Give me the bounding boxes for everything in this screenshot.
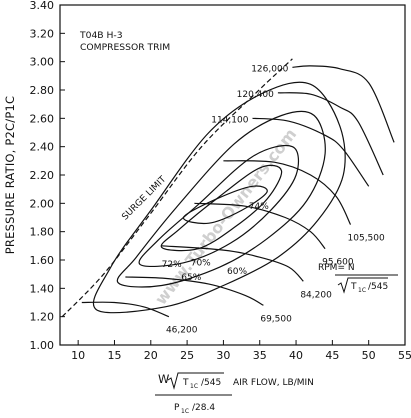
rpm-sqrt-t: T	[350, 282, 357, 292]
x-formula-t-div: /545	[201, 378, 221, 388]
chart-subtitle: COMPRESSOR TRIM	[80, 42, 170, 53]
speed-line-label: 114,100	[211, 115, 248, 125]
y-tick-label: 2.80	[30, 84, 55, 97]
efficiency-island	[116, 110, 326, 288]
speed-line	[223, 160, 352, 225]
speed-line	[194, 202, 326, 250]
plot-frame	[59, 4, 406, 346]
y-tick-label: 3.40	[30, 0, 55, 12]
speed-line-label: 84,200	[300, 290, 332, 300]
x-tick-label: 10	[71, 349, 85, 362]
y-tick-label: 1.60	[30, 254, 55, 267]
x-axis-title: AIR FLOW, LB/MIN	[233, 378, 314, 388]
rpm-formula: RPM= N T 1C /545	[318, 263, 398, 294]
efficiency-island	[160, 164, 283, 252]
x-axis: 10 15 20 25 30 35 40 45 50 55	[71, 340, 411, 362]
x-tick-label: 50	[362, 349, 376, 362]
speed-line	[161, 245, 304, 282]
y-tick-label: 1.20	[30, 311, 55, 324]
rpm-sqrt-sign	[337, 277, 388, 294]
y-tick-label: 1.00	[30, 339, 55, 352]
efficiency-island	[92, 81, 346, 314]
efficiency-island	[138, 144, 300, 268]
efficiency-label: 65%	[181, 273, 201, 283]
efficiency-islands: 74%72% 70%65%60%	[92, 81, 346, 314]
speed-line-label: 46,200	[166, 326, 198, 336]
y-axis: 1.00 1.20 1.40 1.60 1.80 2.00 2.20 2.40 2.60 2.80…	[30, 0, 65, 352]
speed-line	[125, 276, 264, 306]
x-axis-formula: W T 1C /545 AIR FLOW, LB/MIN P 1C /28.4	[155, 372, 314, 415]
speed-line	[292, 65, 395, 143]
efficiency-label: 60%	[227, 267, 247, 277]
speed-line	[252, 117, 370, 187]
x-formula-t: T	[182, 378, 189, 388]
speed-line-label: 95,600	[322, 258, 354, 268]
speed-line-label: 69,500	[260, 314, 292, 324]
x-formula-sqrt-sign	[167, 372, 224, 390]
x-tick-label: 30	[216, 349, 230, 362]
y-tick-label: 2.40	[30, 141, 55, 154]
x-tick-label: 55	[398, 349, 411, 362]
x-formula-t-sub: 1C	[190, 383, 198, 390]
x-formula-p: P	[174, 403, 180, 413]
x-tick-label: 35	[253, 349, 267, 362]
x-tick-label: 25	[180, 349, 194, 362]
y-axis-title: PRESSURE RATIO, P2C/P1C	[3, 96, 17, 254]
speed-line	[277, 92, 384, 176]
y-tick-label: 3.20	[30, 27, 55, 40]
efficiency-label: 70%	[191, 259, 211, 269]
speed-lines: 126,000 120,400 114,100 105,500 95,600 84,200…	[81, 64, 395, 336]
y-tick-label: 2.20	[30, 169, 55, 182]
y-tick-label: 2.00	[30, 197, 55, 210]
y-tick-label: 1.80	[30, 226, 55, 239]
speed-line	[81, 301, 170, 318]
x-formula-p-sub: 1C	[181, 408, 189, 415]
speed-line-label: 126,000	[251, 64, 288, 74]
y-tick-label: 2.60	[30, 112, 55, 125]
speed-line-label: 120,400	[237, 90, 274, 100]
x-tick-label: 45	[325, 349, 339, 362]
rpm-label: RPM= N	[318, 263, 355, 273]
x-tick-label: 20	[144, 349, 158, 362]
x-tick-label: 15	[107, 349, 121, 362]
x-formula-w: W	[158, 372, 170, 386]
chart-title: T04B H-3	[79, 30, 123, 41]
rpm-sqrt-sub: 1C	[358, 287, 366, 294]
x-tick-label: 40	[289, 349, 303, 362]
y-tick-label: 1.40	[30, 282, 55, 295]
rpm-sqrt-div: /545	[368, 282, 388, 292]
speed-line-label: 105,500	[348, 234, 385, 244]
x-formula-p-div: /28.4	[192, 403, 215, 413]
surge-line	[61, 58, 293, 318]
y-tick-label: 3.00	[30, 56, 55, 69]
